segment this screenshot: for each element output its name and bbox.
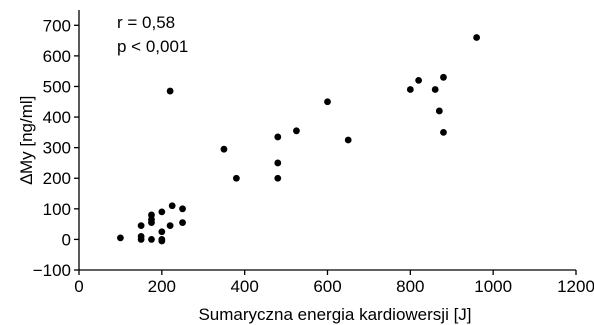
x-tick-label: 400 [230,277,258,296]
y-tick-label: 400 [43,108,71,127]
x-tick-label: 600 [313,277,341,296]
data-point [158,228,166,236]
data-point [431,86,439,93]
data-point [435,107,443,115]
data-point [137,232,145,240]
data-point [158,236,166,243]
x-axis-ticks: 0 200 400 600 800 1000 1200 [74,270,594,296]
data-point [440,73,447,81]
data-point [406,86,414,93]
data-point [440,128,447,136]
data-point [158,208,166,216]
y-tick-label: 100 [43,200,71,219]
data-point [166,87,174,95]
data-point [220,145,228,153]
y-tick-label: 600 [43,47,71,66]
y-axis-title: ∆My [ng/ml] [17,96,36,185]
x-tick-label: 0 [74,277,83,296]
y-tick-label: 200 [43,169,71,188]
x-tick-label: 1200 [557,277,594,296]
data-point [274,159,282,167]
x-tick-label: 800 [396,277,424,296]
y-axis-ticks: −100 0 100 200 300 400 500 600 700 [33,16,79,280]
p-value-annotation: p < 0,001 [117,37,188,56]
x-tick-label: 1000 [474,277,512,296]
data-point [166,222,174,230]
data-point [274,133,282,141]
correlation-annotation: r = 0,58 [117,13,175,32]
data-point [117,234,124,242]
data-point [324,98,331,106]
data-point [344,136,352,144]
data-points [117,34,480,245]
data-point [415,76,423,84]
x-tick-label: 200 [148,277,176,296]
data-point [232,174,240,182]
y-tick-label: 700 [43,16,71,35]
data-point [148,236,155,243]
data-point [274,174,282,182]
y-tick-label: 500 [43,77,71,96]
x-axis-title: Sumaryczna energia kardiowersji [J] [198,305,471,324]
data-point [293,127,300,135]
data-point [148,211,155,219]
data-point [137,222,145,230]
y-tick-label: −100 [33,261,71,280]
y-tick-label: 0 [62,230,71,249]
data-point [179,219,186,226]
data-point [473,34,480,41]
y-tick-label: 300 [43,139,71,158]
data-point [179,205,186,213]
data-point [168,202,176,210]
